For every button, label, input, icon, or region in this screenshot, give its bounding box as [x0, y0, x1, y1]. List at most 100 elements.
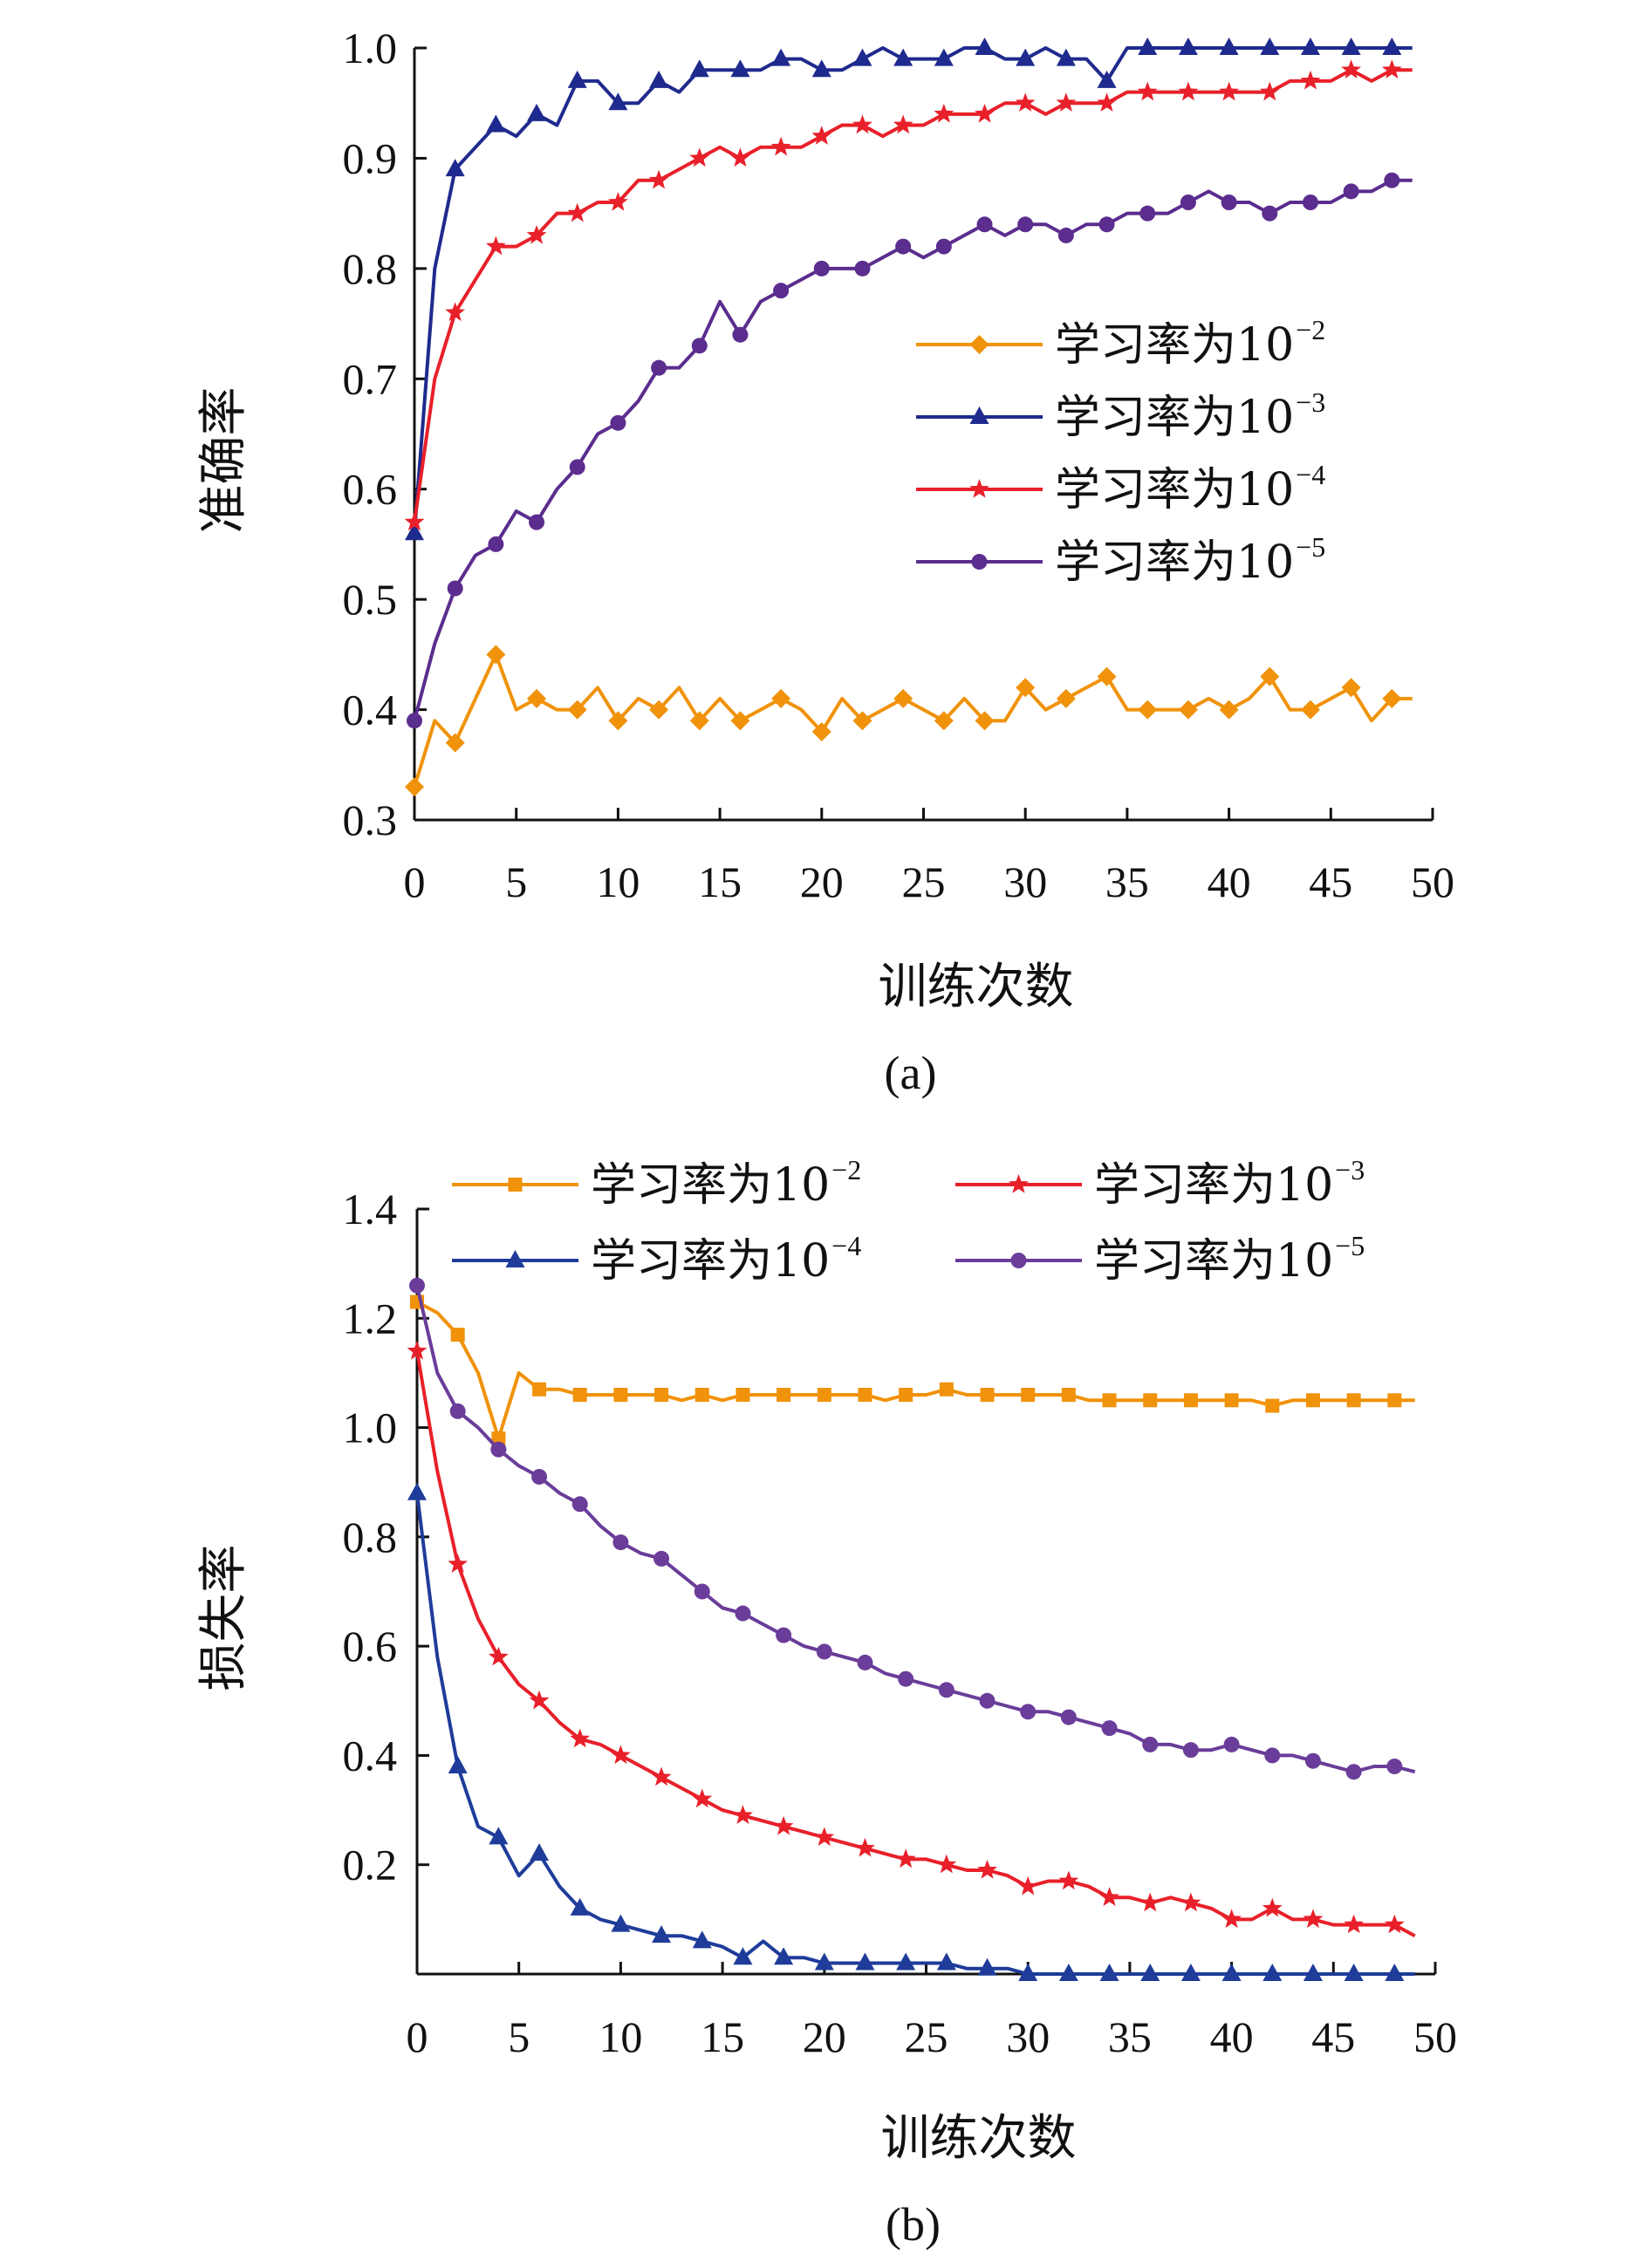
data-point: [1056, 92, 1077, 112]
data-point: [567, 700, 587, 720]
data-point: [1344, 1964, 1364, 1981]
data-point: [979, 1692, 996, 1709]
series-line: [416, 1300, 1415, 1441]
data-point: [445, 159, 465, 177]
series-3: [404, 59, 1413, 531]
data-point: [895, 1848, 916, 1868]
data-point: [409, 1277, 425, 1294]
y-tick-label: 1.0: [343, 1404, 398, 1452]
data-point: [1264, 1747, 1281, 1764]
data-point: [1223, 1736, 1240, 1752]
data-point: [404, 511, 425, 531]
data-point: [855, 1837, 875, 1857]
data-point: [1098, 216, 1115, 233]
legend-item: 学习率为10 −4: [452, 1230, 861, 1288]
y-axis-title: 准确率: [195, 387, 252, 534]
series-2: [405, 38, 1413, 541]
data-point: [811, 721, 831, 741]
data-point: [608, 711, 628, 731]
data-point: [773, 283, 790, 299]
data-point: [1345, 1764, 1362, 1780]
data-point: [569, 459, 585, 475]
data-point: [447, 580, 463, 597]
legend-marker: [1009, 1174, 1029, 1193]
x-tick-label: 20: [803, 2012, 846, 2061]
data-point: [1341, 59, 1362, 79]
x-tick-label: 10: [596, 857, 640, 906]
data-point: [649, 700, 669, 720]
data-point: [694, 1583, 710, 1600]
data-point: [1020, 1704, 1037, 1720]
data-point: [1058, 1964, 1078, 1981]
data-point: [1260, 666, 1280, 687]
data-point: [1018, 1964, 1038, 1981]
data-point: [1265, 1398, 1280, 1413]
data-point: [1262, 205, 1278, 222]
data-point: [489, 1827, 509, 1845]
data-point: [1386, 1758, 1403, 1774]
data-point: [1102, 1393, 1117, 1408]
y-tick-label: 1.2: [343, 1294, 398, 1342]
data-point: [736, 1387, 750, 1402]
data-point: [610, 414, 626, 431]
data-point: [939, 1382, 954, 1397]
data-point: [814, 1952, 834, 1971]
data-point: [1221, 1909, 1242, 1929]
x-tick-label: 20: [800, 857, 844, 906]
x-tick-label: 40: [1208, 857, 1251, 906]
data-point: [1178, 700, 1198, 720]
data-point: [570, 1728, 591, 1748]
chart-a: 0 5 10 15 20 25 30 35 40 45 50 0.3 0.4 0.5 0.6 0.7 0.8 0.…: [195, 24, 1454, 1099]
data-point: [771, 48, 791, 66]
data-point: [814, 1827, 835, 1847]
legend-marker: [969, 335, 989, 354]
y-tick-label: 0.4: [343, 686, 398, 734]
legend-item: 学习率为10 −5: [916, 531, 1325, 589]
y-tick-label: 0.5: [343, 575, 398, 624]
data-point: [652, 1925, 672, 1944]
data-point: [1056, 688, 1076, 708]
data-point: [570, 1897, 590, 1916]
data-point: [490, 1441, 507, 1458]
data-point: [896, 1952, 916, 1971]
data-point: [1262, 1897, 1283, 1917]
data-point: [488, 1646, 509, 1666]
x-tick-label: 25: [905, 2012, 948, 2061]
legend-label: 学习率为10: [1094, 1159, 1333, 1212]
data-point: [1016, 678, 1036, 698]
data-point: [1097, 70, 1117, 88]
data-point: [936, 1952, 956, 1971]
y-tick-label: 0.9: [343, 133, 398, 182]
legend-exponent: −5: [1335, 1230, 1365, 1261]
data-point: [1099, 1887, 1119, 1906]
data-point: [1219, 700, 1239, 720]
series-line: [415, 1285, 1416, 1774]
data-point: [1303, 1964, 1323, 1981]
data-point: [852, 114, 872, 134]
data-point: [608, 192, 628, 211]
data-point: [1143, 1393, 1158, 1408]
data-point: [770, 136, 791, 156]
data-point: [1344, 1914, 1365, 1934]
series-4: [409, 1277, 1416, 1780]
data-point: [1341, 38, 1361, 55]
legend-marker: [1010, 1253, 1027, 1268]
x-tick-label: 45: [1311, 2012, 1355, 2061]
data-point: [1385, 1964, 1405, 1981]
data-point: [1017, 216, 1034, 233]
data-point: [1221, 1964, 1242, 1981]
data-point: [895, 238, 912, 255]
legend-label: 学习率为10: [1055, 392, 1294, 444]
data-point: [893, 114, 913, 134]
y-tick-label: 0.2: [343, 1841, 398, 1889]
data-point: [1300, 38, 1320, 55]
data-point: [1384, 1914, 1405, 1934]
x-tick-label: 35: [1105, 857, 1149, 906]
series-4: [407, 172, 1413, 729]
x-tick-label: 15: [698, 857, 742, 906]
data-point: [1016, 48, 1036, 66]
data-point: [1097, 666, 1117, 687]
x-tick-label: 5: [505, 857, 527, 906]
data-point: [488, 536, 504, 552]
data-point: [405, 523, 424, 541]
